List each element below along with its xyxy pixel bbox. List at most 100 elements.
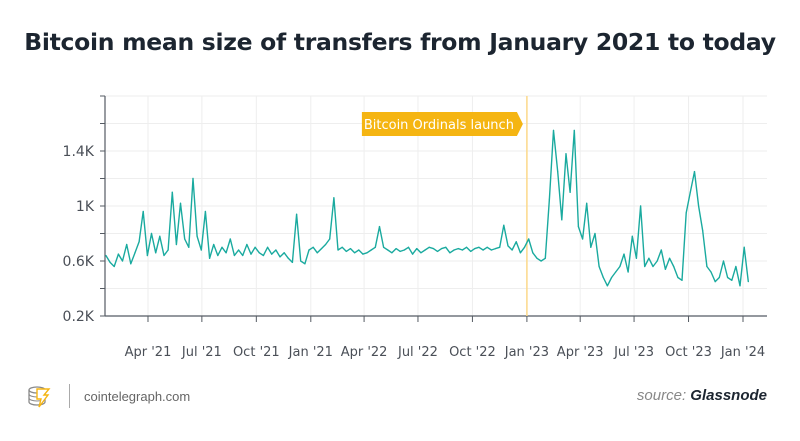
data-point [121, 260, 124, 262]
data-point [213, 243, 215, 246]
data-point [656, 260, 658, 262]
data-point [602, 276, 604, 279]
data-point [557, 171, 559, 173]
data-point [258, 252, 260, 254]
data-point [432, 248, 434, 250]
data-point [200, 249, 202, 251]
x-tick-label: Jan '21 [288, 345, 333, 360]
footer-source: source: Glassnode [637, 387, 767, 404]
y-tick-label: 0.2K [63, 309, 95, 325]
data-point [453, 249, 455, 251]
data-point [461, 249, 463, 251]
data-point [358, 249, 360, 251]
data-point [316, 252, 318, 254]
data-point [664, 268, 667, 270]
data-point [333, 197, 335, 199]
annotation-box [361, 112, 523, 136]
axes: 0.2K 0.6K 1K 1.4K Apr '21 Jul '21 Oct '21 Jan '… [63, 95, 767, 360]
data-point [594, 232, 596, 235]
x-tick-label: Oct '22 [449, 345, 496, 360]
data-point [619, 265, 621, 268]
data-point [362, 253, 364, 255]
x-tick-label: Oct '23 [665, 345, 712, 360]
data-point [693, 171, 696, 173]
data-point [635, 257, 638, 259]
data-point [623, 253, 625, 255]
footer-site-link[interactable]: cointelegraph.com [84, 389, 191, 404]
data-point [511, 249, 513, 251]
data-point [383, 246, 385, 248]
data-point [366, 252, 368, 254]
data-point [577, 226, 580, 228]
data-point [266, 246, 269, 248]
data-point [536, 257, 538, 259]
data-point [345, 250, 347, 252]
data-point [470, 250, 472, 252]
data-point [416, 248, 418, 250]
data-point [445, 246, 447, 248]
data-point [134, 252, 136, 254]
data-point [171, 191, 173, 193]
data-point [727, 276, 729, 279]
data-point [117, 253, 119, 255]
data-point [229, 238, 231, 240]
data-point [428, 246, 430, 248]
y-tick-label: 0.6K [63, 254, 95, 270]
data-point [565, 153, 567, 155]
data-point [739, 285, 741, 287]
x-tick-label: Apr '23 [557, 345, 604, 360]
data-point [523, 246, 526, 248]
data-point [370, 249, 372, 251]
data-point [449, 252, 451, 254]
cointelegraph-logo-icon [28, 386, 51, 408]
data-point [159, 235, 161, 237]
data-point [573, 129, 575, 131]
data-point [652, 265, 654, 268]
data-point [320, 248, 323, 250]
data-point [155, 252, 157, 254]
data-point [482, 249, 484, 251]
data-point [586, 202, 588, 204]
data-point [237, 249, 240, 251]
data-point [420, 252, 422, 254]
data-point [673, 265, 675, 268]
data-point [295, 213, 298, 215]
data-point [142, 210, 144, 213]
data-point [441, 248, 443, 250]
data-point [167, 249, 169, 251]
data-point [731, 279, 733, 281]
data-point [179, 202, 182, 204]
data-point [217, 254, 219, 257]
data-point [499, 246, 501, 248]
data-point [329, 238, 331, 240]
data-point [188, 246, 190, 248]
data-point [130, 263, 132, 265]
x-tick-label: Jan '24 [720, 345, 765, 360]
data-point [590, 246, 592, 248]
data-point [743, 246, 745, 248]
data-point [548, 198, 550, 200]
data-point [677, 276, 679, 279]
x-tick-label: Jan '23 [504, 345, 549, 360]
data-point [283, 252, 285, 254]
data-point [163, 254, 165, 257]
data-point [271, 253, 273, 255]
gridlines [105, 95, 767, 317]
data-point [648, 257, 650, 259]
data-point [606, 285, 609, 287]
data-point [722, 260, 725, 262]
data-point [325, 243, 327, 246]
data-point [598, 265, 600, 268]
data-point [552, 129, 555, 131]
data-point [279, 256, 281, 258]
source-name: Glassnode [690, 387, 767, 404]
data-point [341, 246, 343, 248]
data-point [312, 246, 314, 248]
data-point [747, 281, 749, 283]
data-point [262, 254, 265, 257]
data-point [184, 238, 186, 240]
data-point [221, 246, 223, 248]
data-point [544, 257, 546, 259]
data-point [486, 246, 488, 248]
data-point [528, 238, 530, 240]
